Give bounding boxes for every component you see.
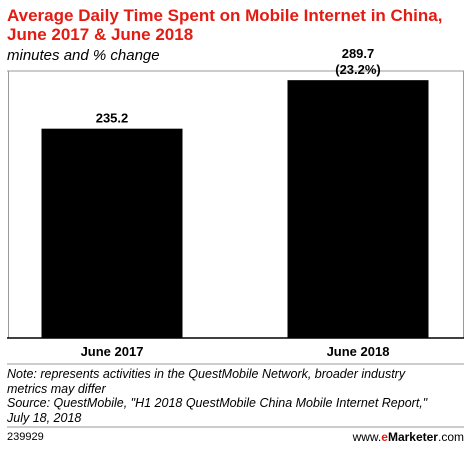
chart-title: Average Daily Time Spent on Mobile Inter… [7,6,443,44]
bar-june-2018 [287,80,429,339]
bar-value-label: 289.7 [342,46,375,61]
x-tick-label: June 2018 [327,344,390,359]
brand-main: Marketer [387,430,438,444]
brand-suffix: .com [437,430,464,444]
source-line-1: Source: QuestMobile, "H1 2018 QuestMobil… [7,396,428,410]
brand-e: e [381,430,388,444]
chart-id: 239929 [7,431,44,443]
bar-change-label: (23.2%) [335,62,381,77]
chart-notes: Note: represents activities in the Quest… [7,367,467,425]
note-line-2: metrics may differ [7,381,106,396]
note-line-1: Note: represents activities in the Quest… [7,367,406,381]
bar-june-2017 [41,128,183,338]
bar-value-label: 235.2 [96,111,129,126]
x-tick-label: June 2017 [81,344,144,359]
chart-subtitle: minutes and % change [7,47,160,64]
emarketer-logo[interactable]: www.eMarketer.com [353,430,464,444]
source-line-2: July 18, 2018 [7,410,82,425]
brand-prefix: www. [352,430,382,444]
